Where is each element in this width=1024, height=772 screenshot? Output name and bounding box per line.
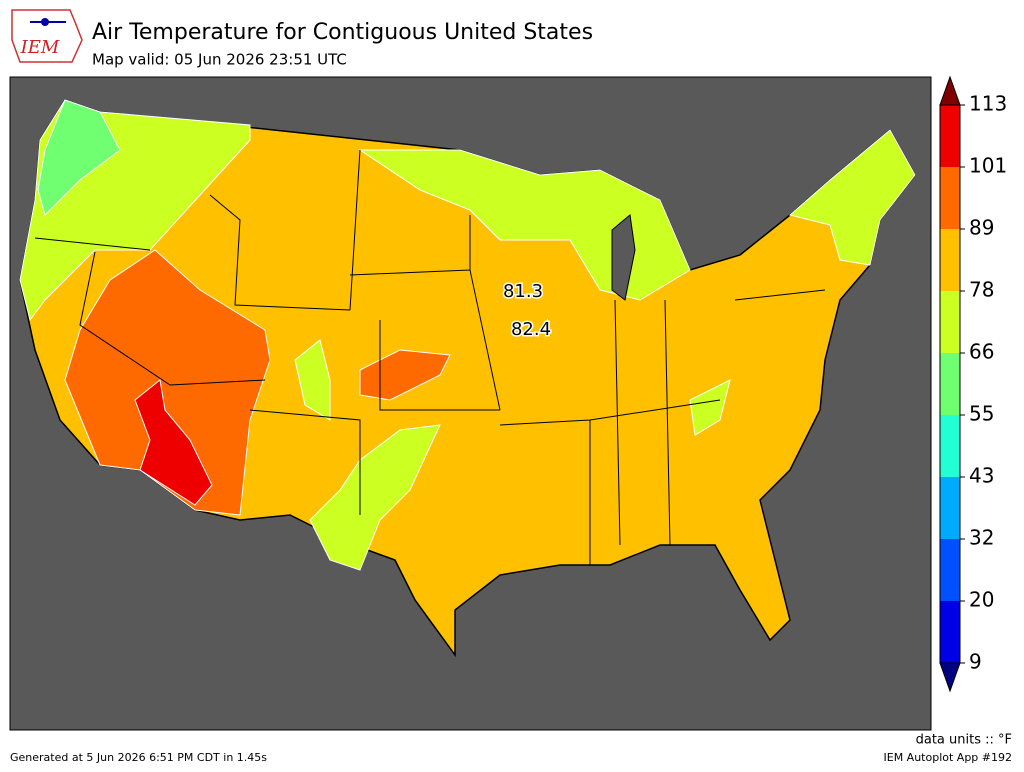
cool-region — [37, 99, 121, 216]
colorbar-tick-label: 32 — [969, 526, 994, 550]
colorbar-tick-label: 89 — [969, 216, 994, 240]
colorbar-segment — [940, 415, 960, 477]
colorbar-over — [939, 75, 961, 106]
colorbar-segment — [940, 353, 960, 415]
logo: IEM — [11, 9, 83, 63]
footer-left: Generated at 5 Jun 2026 6:51 PM CDT in 1… — [10, 751, 267, 764]
colorbar-segment — [940, 105, 960, 167]
cool-region — [294, 339, 331, 421]
colorbar-under — [939, 662, 961, 693]
colorbar-tick-label: 55 — [969, 402, 994, 426]
colorbar-segment — [940, 291, 960, 353]
units-label: data units :: °F — [916, 733, 1012, 748]
observation-label: 82.4 — [511, 319, 551, 340]
state-borders — [34, 149, 826, 565]
footer-right: IEM Autoplot App #192 — [884, 751, 1013, 764]
colorbar-tick-label: 113 — [969, 92, 1007, 116]
colorbar-tick-label: 66 — [969, 340, 994, 364]
colorbar-segment — [940, 601, 960, 663]
colorbar-segment — [940, 229, 960, 291]
colorbar-segment — [940, 477, 960, 539]
colorbar: 9 20 32 43 55 66 78 89 101 113 — [939, 75, 1007, 693]
cool-region — [689, 379, 731, 436]
lake — [611, 214, 636, 301]
colorbar-tick-label: 43 — [969, 464, 994, 488]
title: Air Temperature for Contiguous United St… — [92, 20, 593, 45]
cool-region — [788, 129, 916, 266]
cool-region — [309, 424, 441, 571]
logo-text: IEM — [20, 37, 60, 58]
colorbar-frame — [939, 104, 961, 664]
colorbar-segment — [940, 167, 960, 229]
colorbar-segment — [940, 539, 960, 601]
hottest-region — [134, 379, 213, 506]
colorbar-tick-label: 9 — [969, 650, 982, 674]
colorbar-tick-label: 78 — [969, 278, 994, 302]
observation-label: 81.3 — [503, 281, 543, 302]
hot-region — [64, 249, 271, 516]
hot-region — [359, 349, 451, 401]
subtitle: Map valid: 05 Jun 2026 23:51 UTC — [92, 51, 347, 69]
map — [9, 76, 932, 731]
colorbar-tick-label: 101 — [969, 154, 1007, 178]
cool-region — [358, 149, 691, 301]
colorbar-tick-label: 20 — [969, 588, 994, 612]
